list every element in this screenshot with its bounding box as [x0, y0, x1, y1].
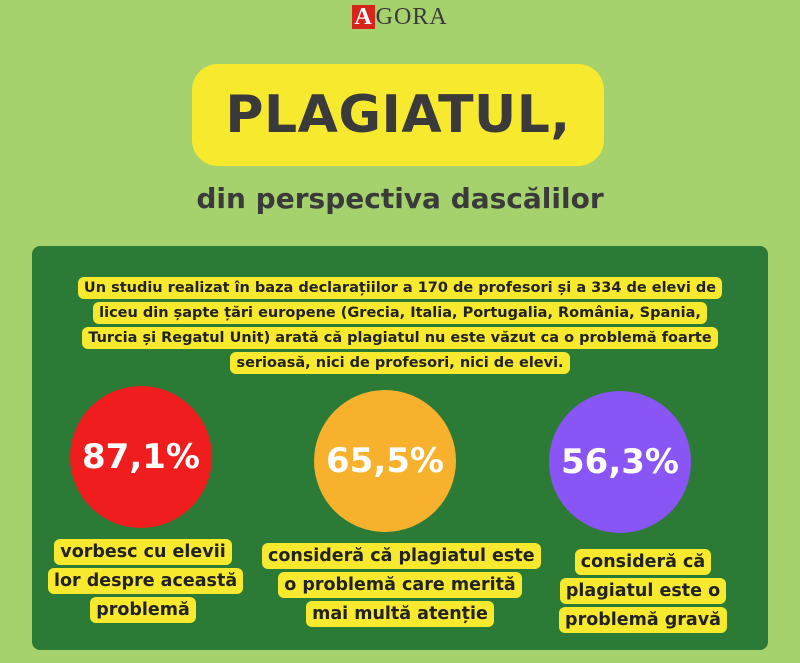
- stat-label-3: consideră că plagiatul este o problemă g…: [559, 549, 727, 633]
- agora-logo: A GORA: [0, 4, 800, 31]
- logo-text: GORA: [375, 4, 448, 30]
- stat-label-2: consideră că plagiatul este o problemă c…: [262, 543, 541, 627]
- page-title: PLAGIATUL,: [225, 85, 571, 145]
- stat-circle-1: 87,1%: [70, 386, 212, 528]
- title-banner: PLAGIATUL,: [192, 64, 604, 166]
- stat-label-1-block: vorbesc cu elevii lor despre această pro…: [48, 538, 244, 625]
- intro-block: Un studiu realizat în baza declarațiilor…: [74, 276, 726, 376]
- page-subtitle: din perspectiva dascălilor: [196, 182, 604, 215]
- stat-label-2-block: consideră că plagiatul este o problemă c…: [262, 542, 541, 629]
- stat-label-3-block: consideră că plagiatul este o problemă g…: [557, 548, 729, 635]
- intro-text: Un studiu realizat în baza declarațiilor…: [77, 277, 723, 374]
- stat-circle-2: 65,5%: [314, 390, 456, 532]
- stat-circle-3: 56,3%: [549, 391, 691, 533]
- stat-label-1: vorbesc cu elevii lor despre această pro…: [48, 539, 244, 623]
- logo-letter: A: [352, 4, 375, 30]
